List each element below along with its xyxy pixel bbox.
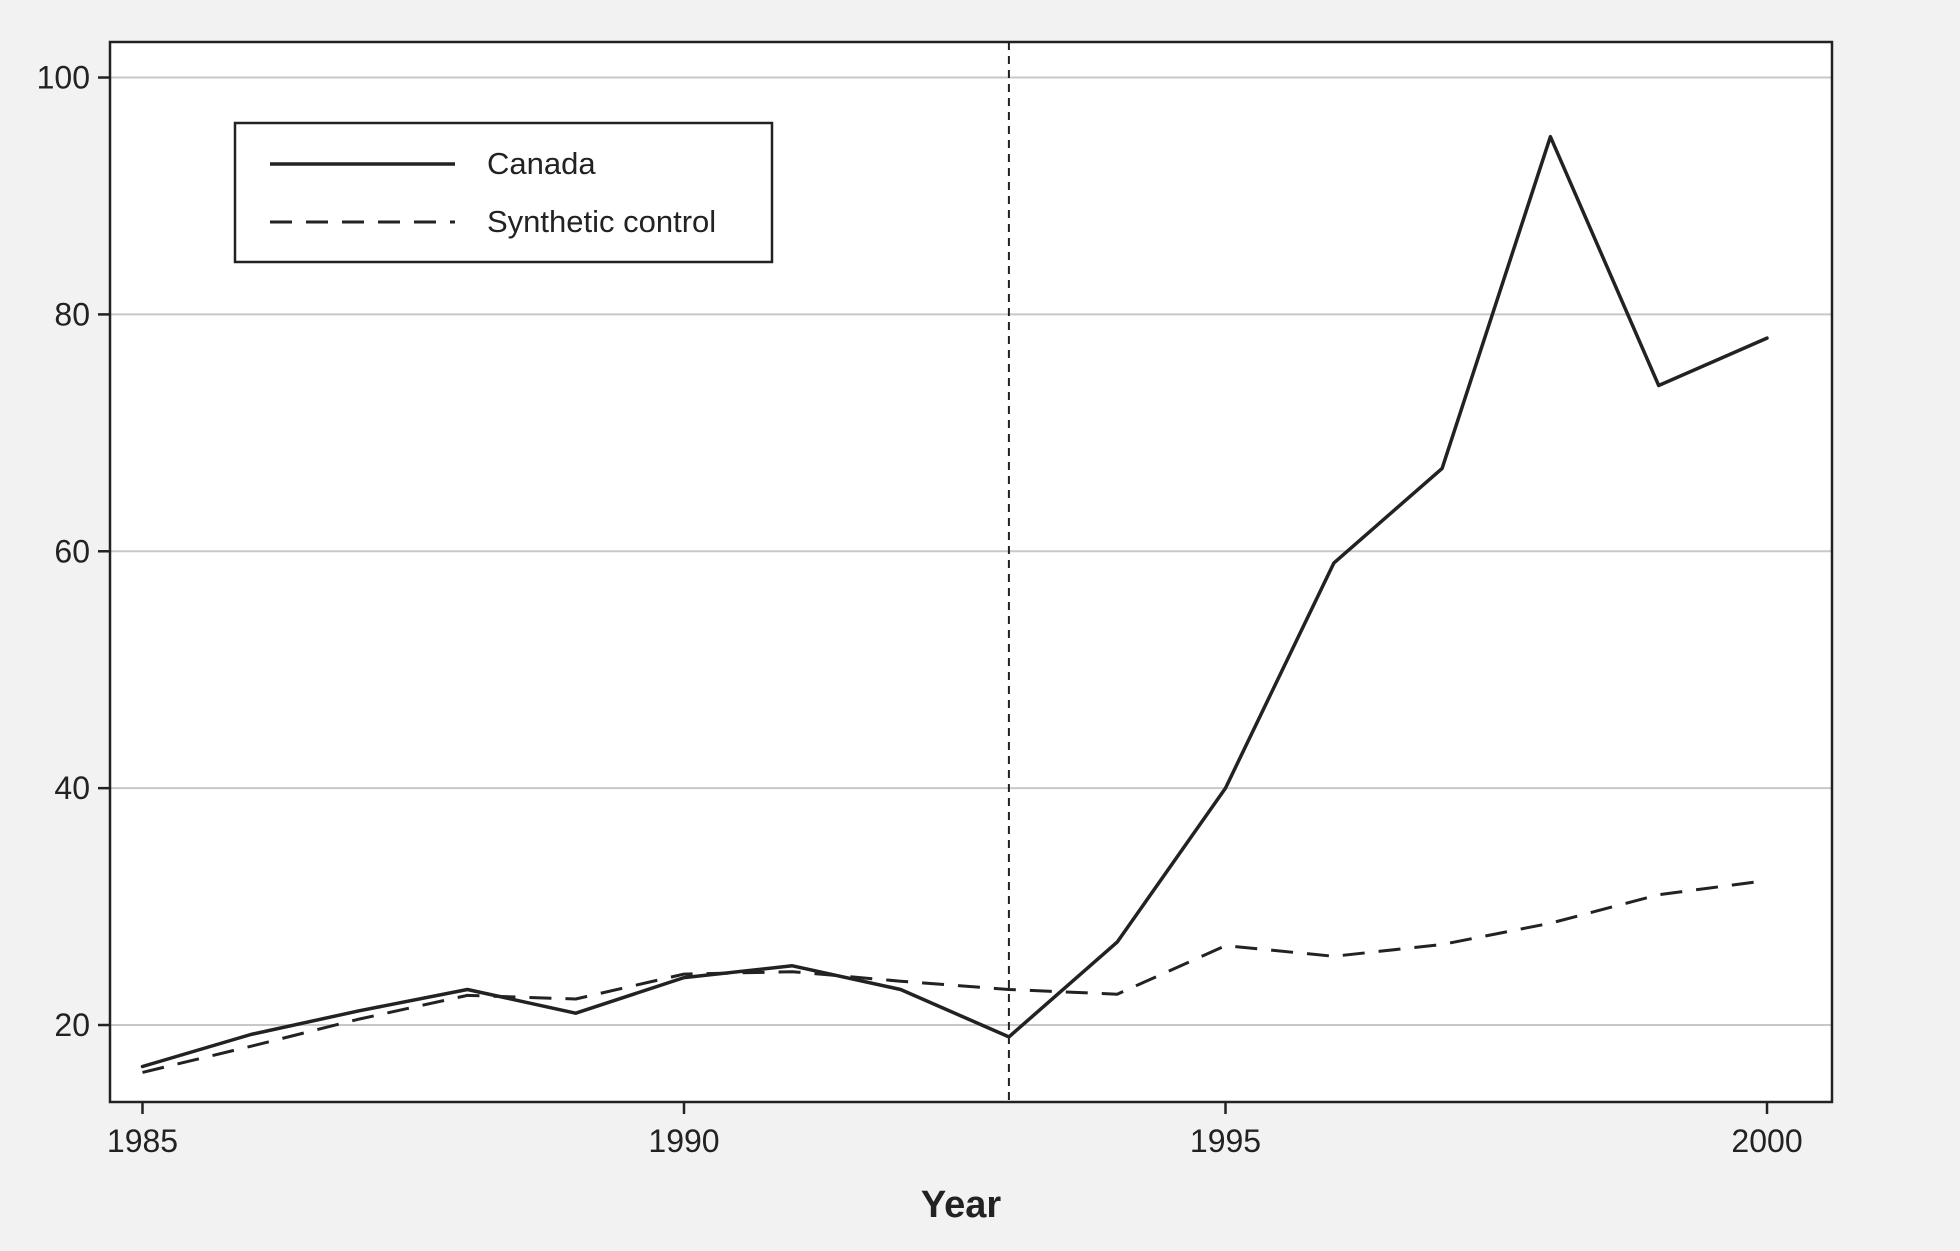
- x-tick-label: 1990: [648, 1123, 719, 1159]
- y-tick-label: 60: [54, 533, 90, 569]
- y-tick-label: 100: [37, 60, 90, 96]
- series-line-canada: [140, 134, 1769, 1069]
- y-tick-label: 20: [54, 1007, 90, 1043]
- gridlines: [110, 76, 1832, 1027]
- x-tick-label: 1985: [107, 1123, 178, 1159]
- plot-frame: [108, 40, 1834, 1104]
- series-line-synthetic-control: [142, 879, 1768, 1074]
- series-layer: [140, 134, 1769, 1074]
- x-tick-label: 2000: [1731, 1123, 1802, 1159]
- legend-box: [233, 121, 774, 264]
- axis-layer: 20 40 60 80 100 1985 1990 1995 2000: [37, 60, 1803, 1159]
- y-tick-label: 40: [54, 770, 90, 806]
- legend-label-synthetic-control: Synthetic control: [487, 204, 716, 239]
- x-tick-label: 1995: [1190, 1123, 1261, 1159]
- y-tick-label: 80: [54, 296, 90, 332]
- legend: Canada Synthetic control: [233, 121, 774, 264]
- legend-label-canada: Canada: [487, 146, 596, 181]
- x-axis-title: Year: [921, 1184, 1002, 1226]
